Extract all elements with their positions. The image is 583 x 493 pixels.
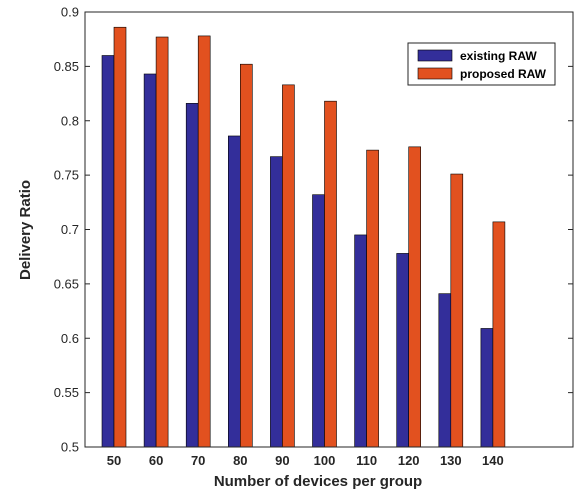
y-tick-label: 0.65 [54,276,79,291]
x-tick-label: 50 [107,453,121,468]
x-tick-label: 120 [398,453,420,468]
x-tick-label: 100 [314,453,336,468]
bar-proposed-120 [408,146,422,448]
y-axis-ticks: 0.5 0.55 0.6 0.65 0.7 0.75 0.8 0.85 0.9 [54,5,573,455]
y-tick-label: 0.6 [61,331,79,346]
bar-existing-60 [143,73,157,448]
bar-proposed-80 [240,63,253,448]
bar-proposed-60 [155,36,169,448]
bar-existing-80 [228,135,241,448]
bar-existing-100 [312,194,325,448]
y-tick-label: 0.8 [61,113,79,128]
legend-label-proposed: proposed RAW [460,67,547,81]
bar-proposed-70 [197,35,211,448]
x-tick-label: 140 [482,453,504,468]
bar-existing-90 [270,156,283,448]
legend-swatch-existing [417,49,453,62]
bar-proposed-140 [492,221,506,448]
y-tick-label: 0.5 [61,440,79,455]
y-tick-label: 0.75 [54,168,79,183]
x-tick-label: 110 [356,453,377,468]
bar-proposed-110 [366,149,379,448]
bar-existing-110 [354,234,367,448]
bar-existing-140 [480,328,494,448]
y-tick-label: 0.85 [54,59,79,74]
y-axis-label: Delivery Ratio [17,180,34,280]
bar-proposed-50 [113,26,127,448]
x-tick-label: 60 [149,453,163,468]
bars [101,26,506,448]
bar-existing-50 [101,55,115,448]
bar-proposed-90 [282,84,295,448]
y-tick-label: 0.7 [61,222,79,237]
y-tick-label: 0.9 [61,5,79,20]
legend: existing RAW proposed RAW [407,42,556,86]
x-axis-ticks: 50 60 70 80 90 100 110 120 130 140 [107,442,504,468]
x-tick-label: 80 [233,453,247,468]
plot-frame [84,11,574,448]
bar-existing-130 [438,293,452,448]
legend-swatch-proposed [417,67,453,80]
x-tick-label: 90 [275,453,289,468]
bar-existing-120 [396,253,410,448]
x-tick-label: 70 [191,453,205,468]
bar-existing-70 [185,103,199,448]
x-axis-label: Number of devices per group [214,473,422,490]
bar-proposed-100 [324,100,337,448]
bar-proposed-130 [450,173,464,448]
y-tick-label: 0.55 [54,385,79,400]
x-tick-label: 130 [440,453,462,468]
legend-label-existing: existing RAW [460,49,537,63]
